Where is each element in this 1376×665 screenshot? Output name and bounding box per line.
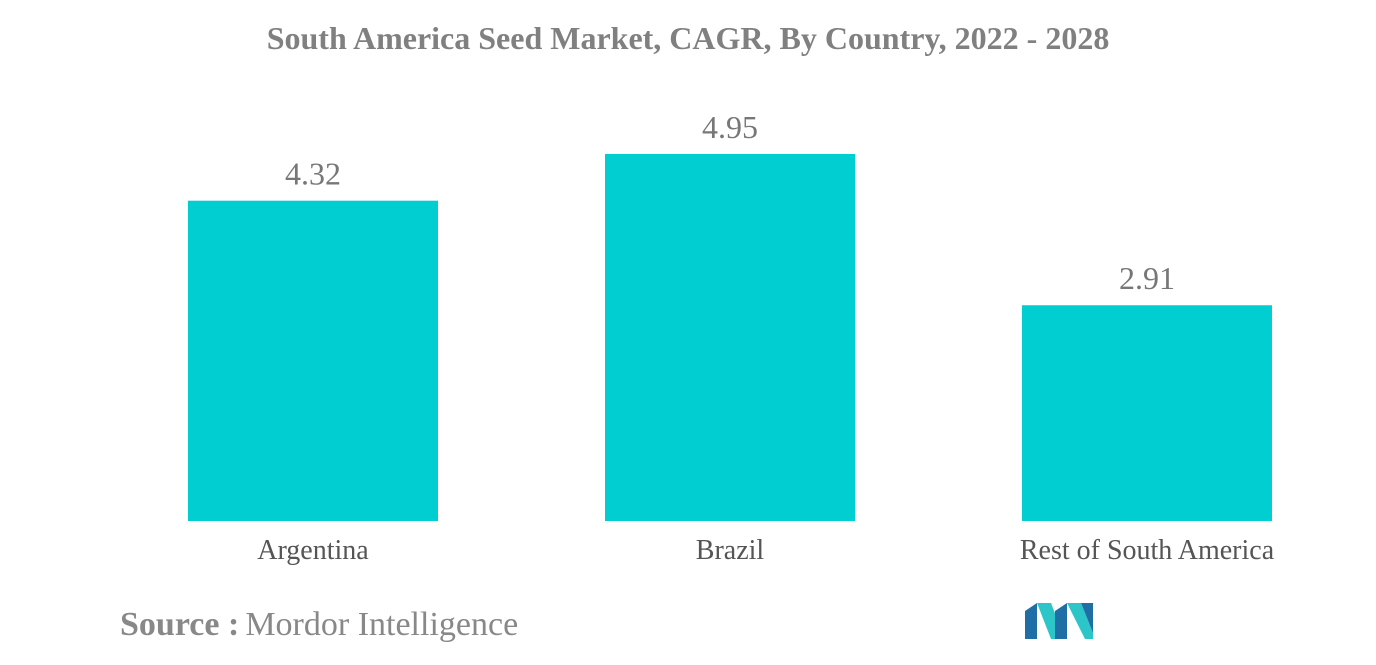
data-label: 4.32 xyxy=(285,156,341,192)
data-label: 4.95 xyxy=(702,109,758,145)
bar-brazil xyxy=(605,154,855,521)
category-label: Rest of South America xyxy=(1020,535,1275,566)
bars-group: 4.32 Argentina 4.95 Brazil 2.91 Rest of South… xyxy=(188,109,1275,566)
data-label: 2.91 xyxy=(1119,260,1175,296)
category-label: Argentina xyxy=(257,535,369,566)
source-name: Mordor Intelligence xyxy=(245,606,519,643)
bar-rest-of-south-america xyxy=(1022,305,1272,521)
mordor-intelligence-logo-icon xyxy=(1025,603,1093,639)
chart-title: South America Seed Market, CAGR, By Coun… xyxy=(266,20,1110,56)
source-note: Source : Mordor Intelligence xyxy=(120,606,518,644)
bar-argentina xyxy=(188,200,438,521)
source-label: Source : xyxy=(120,606,240,643)
category-label: Brazil xyxy=(696,535,765,566)
bar-chart: 4.32 Argentina 4.95 Brazil 2.91 Rest of South… xyxy=(188,109,1275,566)
